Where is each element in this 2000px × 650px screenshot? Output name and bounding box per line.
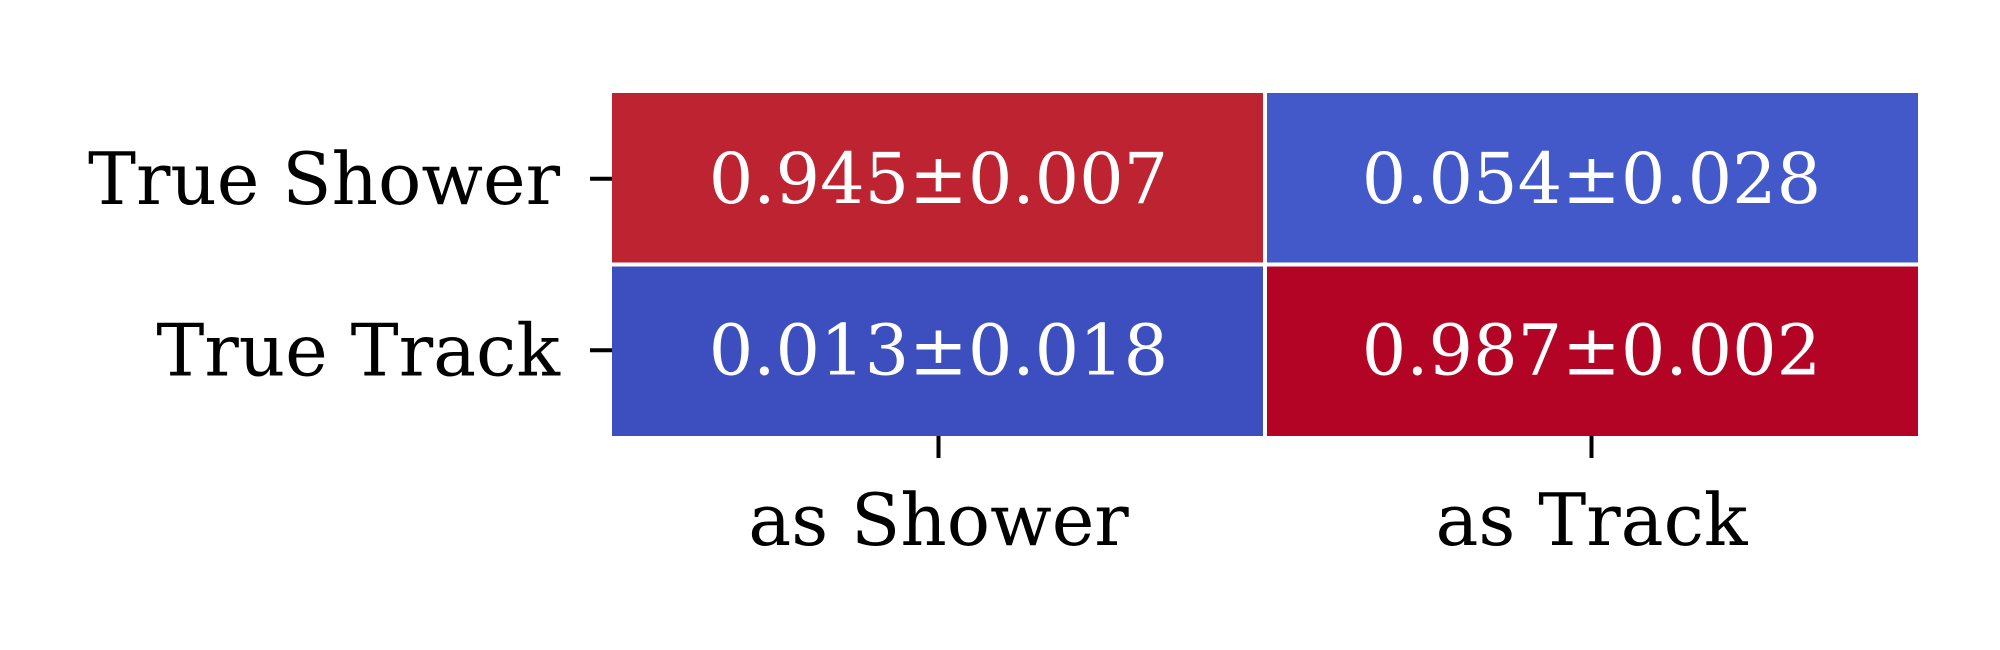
- cell-value-label: 0.987±0.002: [1362, 309, 1821, 391]
- y-axis: True Shower True Track: [88, 137, 612, 392]
- cell-value-label: 0.945±0.007: [709, 138, 1168, 220]
- x-tick-label: as Shower: [748, 478, 1129, 562]
- heatmap-cell-r1-c0: [612, 266, 1263, 436]
- heatmap-cell-r0-c0: [612, 93, 1263, 263]
- cell-value-label: 0.054±0.028: [1362, 138, 1821, 220]
- heatmap-cell-r0-c1: [1267, 93, 1918, 263]
- cell-value-label: 0.013±0.018: [709, 309, 1168, 391]
- heatmap-cell-labels: 0.945±0.007 0.054±0.028 0.013±0.018 0.987±0…: [709, 138, 1821, 392]
- heatmap-cell-r1-c1: [1267, 266, 1918, 436]
- y-tick-label: True Shower: [88, 137, 561, 221]
- heatmap-cells: [612, 93, 1918, 436]
- x-tick-label: as Track: [1435, 478, 1748, 562]
- x-axis: as Shower as Track: [748, 436, 1749, 562]
- y-tick-label: True Track: [156, 308, 561, 392]
